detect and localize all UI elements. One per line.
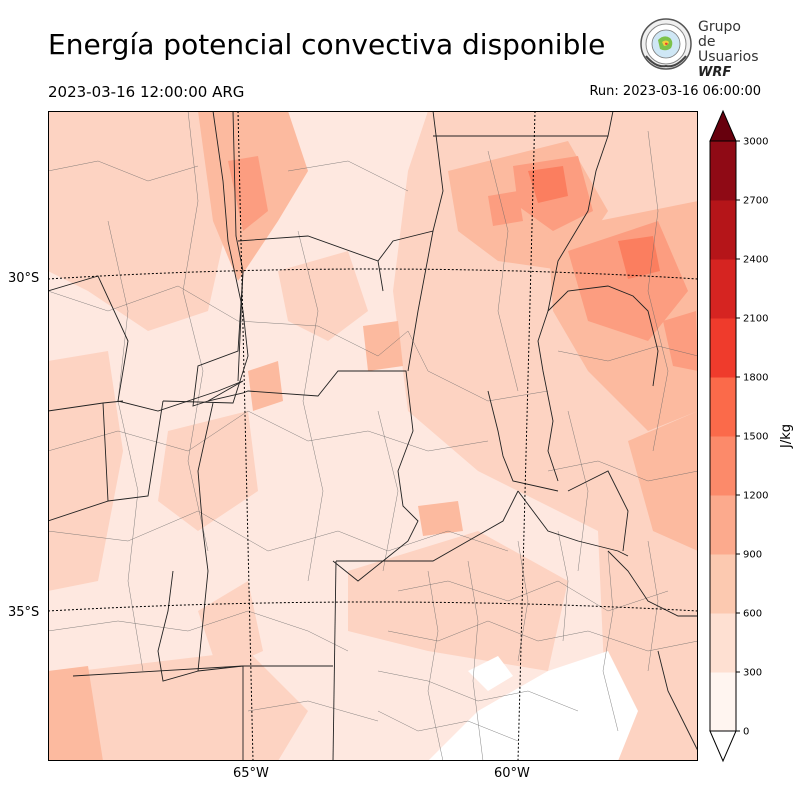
colorbar-tick-label: 300	[743, 668, 762, 679]
lat-label-30s: 30°S	[8, 271, 40, 286]
logo-line-1: Grupo de	[698, 19, 741, 50]
cape-map	[48, 111, 698, 761]
province-borders	[48, 111, 659, 761]
colorbar-bands	[710, 141, 736, 732]
colorbar-band	[710, 436, 736, 496]
colorbar-under-arrow	[709, 730, 737, 763]
run-time: Run: 2023-03-16 06:00:00	[589, 84, 761, 99]
coastline-south	[657, 650, 698, 752]
colorbar-band	[710, 318, 736, 378]
colorbar-tick-label: 1500	[743, 432, 768, 443]
colorbar-tick-label: 1200	[743, 491, 768, 502]
colorbar-tick-label: 2400	[743, 255, 768, 266]
colorbar-over-arrow	[709, 109, 737, 142]
colorbar-tick-label: 900	[743, 550, 762, 561]
wrf-group-logo: Grupo de Usuarios WRF	[638, 16, 762, 80]
cape-colorbar: 0 300 600 900 1200 1500 1800 2100 2400 2700 3000 J…	[709, 109, 794, 763]
colorbar-tick-label: 600	[743, 609, 762, 620]
globe-seal-icon	[640, 18, 692, 70]
colorbar-tick-label: 3000	[743, 137, 768, 148]
colorbar-band	[710, 200, 736, 260]
graticule	[48, 111, 698, 761]
colorbar-band	[710, 554, 736, 614]
state-borders	[48, 111, 698, 761]
colorbar-ticks: 0 300 600 900 1200 1500 1800 2100 2400 2700 3000	[736, 137, 768, 738]
valid-time: 2023-03-16 12:00:00 ARG	[48, 83, 245, 101]
lon-label-65w: 65°W	[233, 766, 269, 781]
colorbar-band	[710, 495, 736, 555]
logo-text: Grupo de Usuarios WRF	[698, 19, 762, 81]
colorbar-tick-label: 2100	[743, 314, 768, 325]
colorbar-band	[710, 613, 736, 673]
colorbar-label: J/kg	[779, 424, 794, 449]
colorbar-tick-label: 2700	[743, 196, 768, 207]
map-title: Energía potencial convectiva disponible	[48, 28, 606, 61]
colorbar-band	[710, 377, 736, 437]
cape-1200-zone	[528, 166, 660, 279]
colorbar-tick-label: 1800	[743, 373, 768, 384]
logo-line-3: WRF	[698, 65, 732, 80]
logo-line-2: Usuarios	[698, 49, 759, 65]
coastline	[607, 550, 698, 617]
colorbar-tick-label: 0	[743, 727, 749, 738]
lat-label-35s: 35°S	[8, 605, 40, 620]
cape-0-zone	[428, 651, 638, 761]
colorbar-band	[710, 672, 736, 732]
map-frame	[48, 111, 698, 761]
lon-label-60w: 60°W	[494, 766, 530, 781]
colorbar-band	[710, 259, 736, 319]
colorbar-band	[710, 141, 736, 201]
